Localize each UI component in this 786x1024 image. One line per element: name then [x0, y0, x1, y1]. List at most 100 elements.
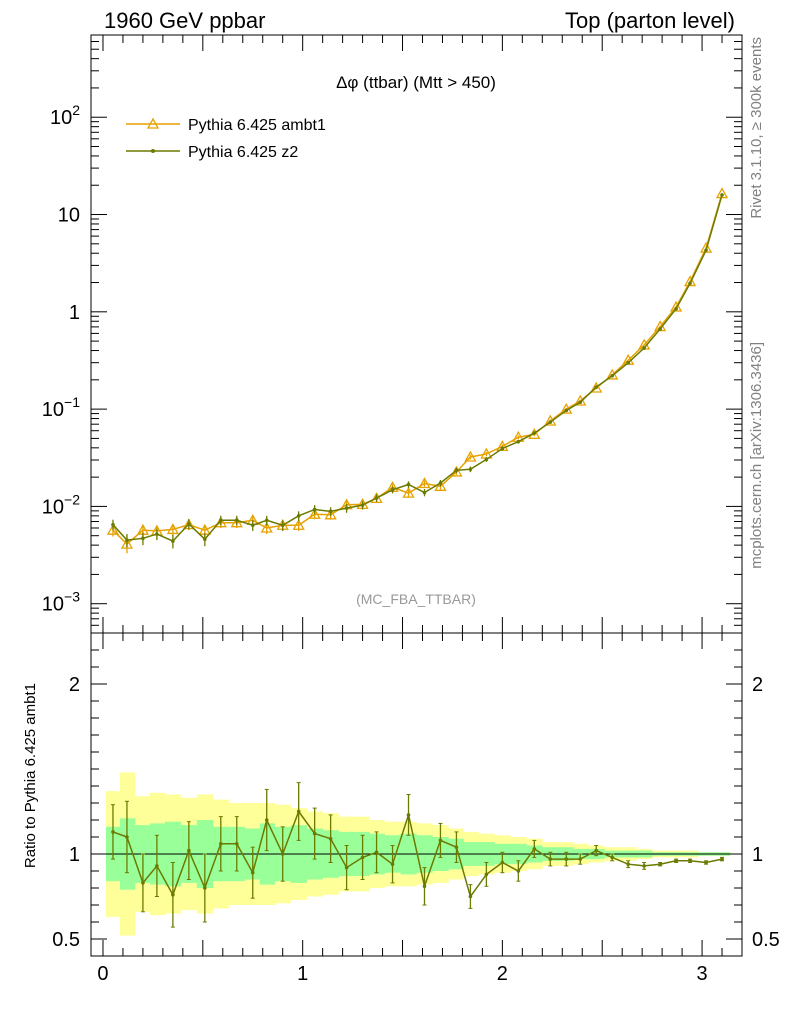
- data-point: [187, 522, 191, 526]
- data-point: [683, 275, 697, 287]
- ratio-point: [594, 848, 599, 853]
- data-point: [406, 482, 411, 487]
- y-tick-label: 10: [58, 205, 80, 227]
- ratio-point: [360, 855, 365, 860]
- triangle-marker-icon: [146, 117, 160, 129]
- ratio-point: [344, 865, 349, 870]
- y-tick-label: 1: [752, 844, 763, 866]
- ratio-point: [155, 864, 159, 868]
- data-point: [642, 346, 646, 350]
- ratio-point: [626, 862, 630, 866]
- data-point: [155, 532, 159, 536]
- series-ambt1: [106, 187, 729, 554]
- y-tick-label: 0.5: [52, 929, 80, 951]
- data-point: [292, 518, 305, 530]
- header-right-label: Top (parton level): [565, 8, 735, 33]
- legend-label-z2: Pythia 6.425 z2: [188, 144, 298, 161]
- y-tick-label: 2: [752, 674, 763, 696]
- ratio-point: [438, 838, 443, 843]
- data-point: [715, 187, 729, 199]
- ratio-point: [642, 864, 646, 868]
- data-point: [230, 516, 243, 528]
- y-tick-label: 2: [69, 674, 80, 696]
- ratio-series-layer: [110, 782, 725, 928]
- ratio-point: [250, 870, 255, 875]
- x-tick-label: 2: [497, 963, 508, 985]
- data-point: [484, 457, 489, 462]
- data-point: [418, 477, 431, 489]
- header-left-label: 1960 GeV ppbar: [104, 8, 265, 33]
- y-tick-label: 10−2: [42, 491, 80, 518]
- ratio-point: [141, 881, 145, 885]
- chart-title: Δφ (ttbar) (Mtt > 450): [336, 73, 496, 92]
- data-point: [106, 523, 120, 535]
- ratio-point: [658, 862, 662, 866]
- data-point: [120, 537, 134, 549]
- data-point: [370, 492, 383, 504]
- y-tick-label: 1: [69, 844, 80, 866]
- data-point: [264, 518, 269, 523]
- data-point: [626, 360, 630, 365]
- data-point: [312, 507, 317, 512]
- ratio-line: [112, 809, 723, 899]
- y-tick-label: 1: [69, 302, 80, 324]
- ratio-point: [704, 860, 708, 865]
- ratio-point: [111, 830, 115, 834]
- ratio-point: [674, 859, 678, 863]
- data-point: [422, 490, 427, 495]
- ratio-point: [264, 818, 269, 822]
- data-point: [328, 509, 333, 514]
- data-point: [390, 488, 395, 492]
- y-tick-label: 0.5: [752, 929, 780, 951]
- ratio-point: [219, 842, 223, 846]
- data-point: [594, 385, 599, 389]
- data-point: [564, 408, 569, 413]
- ratio-point: [516, 869, 521, 873]
- ratio-point: [234, 842, 239, 846]
- ratio-point: [203, 886, 207, 890]
- data-point: [141, 536, 145, 541]
- data-point: [669, 300, 683, 312]
- ratio-point: [328, 836, 333, 841]
- y-tick-label: 102: [50, 102, 80, 129]
- data-point: [344, 506, 349, 510]
- ratio-point: [125, 835, 129, 839]
- ratio-point: [312, 831, 317, 836]
- data-point: [250, 523, 255, 528]
- x-axis: 0 1 2 3: [97, 35, 743, 985]
- mcplots-label: mcplots.cern.ch [arXiv:1306.3436]: [748, 342, 765, 569]
- data-point: [434, 479, 447, 491]
- y-tick-label: 10−1: [42, 394, 80, 421]
- legend: Pythia 6.425 ambt1 Pythia 6.425 z2: [126, 117, 326, 161]
- data-point: [590, 381, 603, 393]
- ratio-point: [484, 872, 489, 877]
- data-point: [280, 523, 285, 528]
- ratio-point: [296, 809, 301, 814]
- legend-entry-z2: Pythia 6.425 z2: [126, 144, 298, 161]
- data-point: [402, 486, 415, 498]
- ratio-band-green: [105, 818, 731, 890]
- data-point: [699, 241, 713, 253]
- data-point: [296, 514, 301, 518]
- ratio-frame: [90, 632, 743, 957]
- ratio-point: [422, 884, 427, 889]
- data-point: [203, 537, 207, 542]
- ratio-y-axis: 0.5 0.5 1 1 2 2: [52, 632, 780, 957]
- ratio-point: [688, 859, 692, 863]
- data-point: [438, 481, 443, 485]
- data-point: [610, 373, 614, 378]
- ratio-point: [454, 845, 459, 849]
- main-y-axis: 10−3 10−2 10−1 1 10 102: [42, 34, 742, 634]
- data-point: [674, 306, 678, 311]
- ratio-point: [187, 848, 191, 853]
- ratio-point: [720, 857, 724, 861]
- data-point: [688, 281, 692, 286]
- data-point: [454, 468, 459, 473]
- data-point: [720, 193, 724, 197]
- rivet-version-label: Rivet 3.1.10, ≥ 300k events: [748, 37, 765, 219]
- series-z2: [111, 193, 724, 549]
- ratio-point: [390, 862, 395, 866]
- data-point: [704, 248, 708, 253]
- ratio-point: [468, 894, 473, 899]
